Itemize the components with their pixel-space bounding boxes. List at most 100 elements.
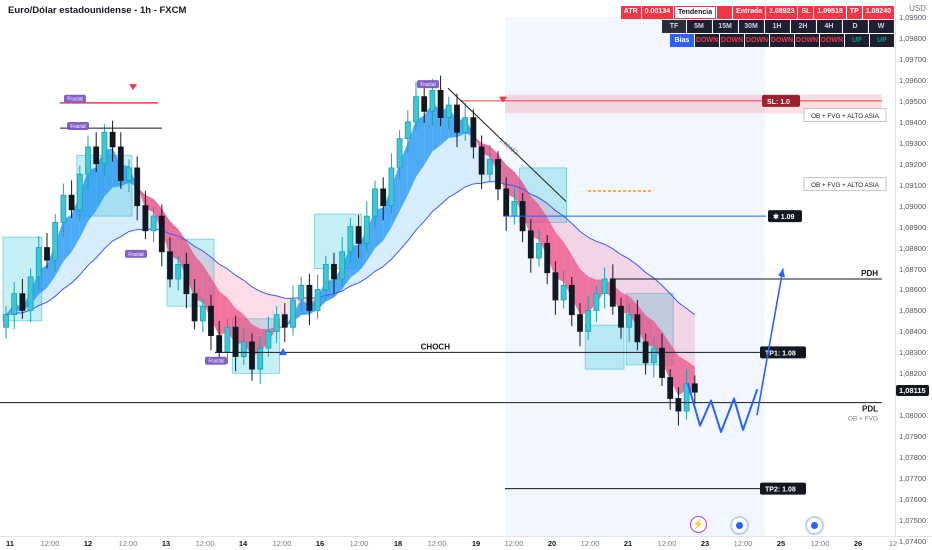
panel-cell-2h[interactable]: 2H: [791, 20, 816, 33]
time-axis-label[interactable]: 12: [83, 539, 93, 548]
ribbon-band: [88, 167, 97, 222]
time-axis-label[interactable]: 12:00: [733, 539, 753, 548]
time-axis-label[interactable]: 20: [547, 539, 557, 548]
price-axis-label: 1,07800: [899, 453, 927, 463]
panel-cell-atr[interactable]: ATR: [620, 6, 641, 19]
candle-body: [462, 117, 469, 133]
ribbon-band: [170, 221, 179, 260]
panel-cell-4h[interactable]: 4H: [817, 20, 842, 33]
panel-cell-d[interactable]: D: [843, 20, 868, 33]
ribbon-band: [530, 196, 539, 240]
ribbon-band: [6, 304, 15, 315]
cloud-band: [530, 194, 539, 205]
cloud-band: [662, 285, 671, 344]
candle-body: [306, 284, 313, 311]
panel-cell-down[interactable]: DOWN: [795, 34, 819, 47]
panel-cell-entrada[interactable]: Entrada: [733, 6, 766, 19]
time-axis-label[interactable]: 19: [471, 539, 481, 548]
panel-cell-down[interactable]: DOWN: [695, 34, 719, 47]
panel-cell-1-08923[interactable]: 1.08923: [766, 6, 798, 19]
cloud-band: [219, 264, 228, 298]
time-axis-label[interactable]: 12:00: [195, 539, 215, 548]
candle-body: [44, 247, 50, 261]
event-dot-icon[interactable]: [805, 516, 824, 535]
time-axis-label[interactable]: 21: [623, 539, 633, 548]
candle-body: [388, 167, 395, 207]
panel-cell-15m[interactable]: 15M: [713, 20, 738, 33]
time-axis-label[interactable]: 12:00: [810, 539, 830, 548]
panel-cell-up[interactable]: UP: [870, 34, 894, 47]
ribbon-band: [391, 163, 400, 228]
time-axis-label[interactable]: 12: [888, 539, 898, 548]
time-axis-label[interactable]: 14: [238, 539, 248, 548]
price-axis-label: 1,07600: [899, 495, 927, 505]
zone-label-box: [803, 177, 887, 192]
ribbon-band: [219, 291, 228, 336]
panel-cell-1-09518[interactable]: 1.09518: [814, 6, 846, 19]
panel-cell-down[interactable]: DOWN: [820, 34, 844, 47]
candle-body: [429, 89, 436, 112]
price-axis-label: 1,08400: [899, 327, 927, 337]
time-axis-label[interactable]: 12:00: [40, 539, 60, 548]
cloud-band: [555, 210, 564, 242]
price-axis-label: 1,07500: [899, 516, 927, 526]
fractal-tag-text: Fractal: [67, 97, 82, 103]
lightning-event-icon[interactable]: ⚡: [690, 516, 707, 533]
price-axis-label: 1,07700: [899, 474, 927, 484]
panel-cell-5m[interactable]: 5M: [687, 20, 712, 33]
panel-cell-down[interactable]: DOWN: [720, 34, 744, 47]
panel-cell-down[interactable]: DOWN: [745, 34, 769, 47]
fractal-tag: [64, 94, 86, 103]
panel-cell-up[interactable]: UP: [845, 34, 869, 47]
panel-cell-1-08240[interactable]: 1.08240: [862, 6, 894, 19]
candle-body: [650, 347, 657, 364]
time-axis-label[interactable]: 12:00: [504, 539, 524, 548]
time-axis-label[interactable]: 12:00: [427, 539, 447, 548]
candle-body: [175, 263, 182, 280]
event-dot-icon[interactable]: [730, 516, 749, 535]
time-axis-label[interactable]: 25: [776, 539, 786, 548]
time-axis-label[interactable]: 18: [393, 539, 403, 548]
panel-cell-0-00134[interactable]: 0.00134: [641, 6, 673, 19]
cloud-band: [596, 241, 605, 280]
time-axis-label[interactable]: 12:00: [580, 539, 600, 548]
symbol-title[interactable]: Euro/Dólar estadounidense - 1h - FXCM: [8, 5, 187, 16]
candle-body: [19, 293, 26, 311]
time-axis-label[interactable]: 13: [161, 539, 171, 548]
panel-cell-tendencia[interactable]: Tendencia: [673, 6, 717, 19]
panel-cell-tp[interactable]: TP: [846, 6, 862, 19]
time-axis-label[interactable]: 12:00: [657, 539, 677, 548]
time-axis-label[interactable]: 11: [6, 539, 14, 548]
panel-cell-sl[interactable]: SL: [798, 6, 814, 19]
price-axis-label: 1,08600: [899, 285, 927, 295]
panel-cell-marker[interactable]: [717, 6, 733, 19]
cloud-band: [55, 261, 64, 297]
cloud-band: [416, 165, 425, 231]
candle-body: [224, 326, 231, 353]
time-axis-label[interactable]: 12:00: [272, 539, 292, 548]
time-axis-label[interactable]: 12:00: [118, 539, 138, 548]
cloud-band: [571, 223, 580, 269]
panel-cell-30m[interactable]: 30M: [739, 20, 764, 33]
time-axis-label[interactable]: 16: [315, 539, 325, 548]
time-axis-label[interactable]: 26: [853, 539, 863, 548]
price-axis-label: 1,09000: [899, 201, 927, 211]
price-axis-separator: [895, 0, 896, 536]
cloud-band: [588, 237, 597, 280]
panel-cell-1h[interactable]: 1H: [765, 20, 790, 33]
candle-body: [585, 310, 592, 332]
panel-cell-down[interactable]: DOWN: [770, 34, 794, 47]
panel-cell-tf[interactable]: TF: [662, 20, 686, 33]
time-axis-label[interactable]: 12:00: [349, 539, 369, 548]
panel-cell-bias[interactable]: Bias: [670, 34, 694, 47]
candle-body: [290, 299, 296, 328]
fractal-tag: [205, 356, 227, 365]
panel-cell-w[interactable]: W: [869, 20, 894, 33]
cloud-band: [227, 268, 236, 309]
candle-body: [511, 201, 518, 217]
slow-ma-line: [5, 180, 696, 316]
time-axis-label[interactable]: 23: [700, 539, 710, 548]
candle-body: [609, 278, 616, 307]
panel-row-timeframes: TF 5M 15M 30M 1H 2H 4H D W: [662, 20, 894, 33]
